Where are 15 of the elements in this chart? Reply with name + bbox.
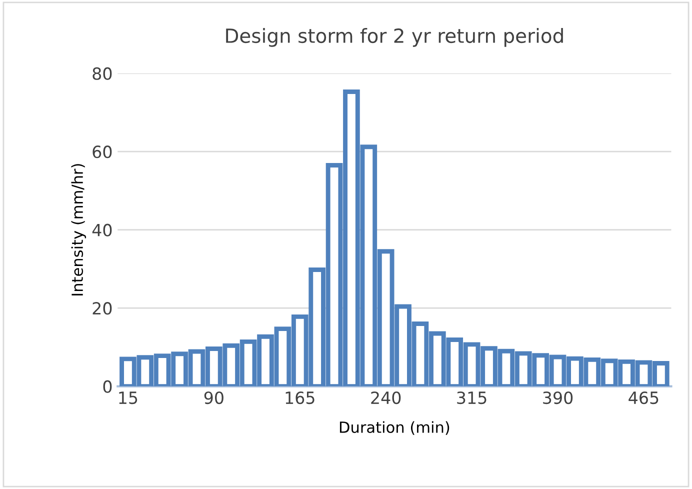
y-tick-label: 40 [92, 224, 112, 236]
y-axis-title: Intensity (mm/hr) [71, 164, 86, 296]
y-tick-label: 80 [92, 67, 112, 80]
x-tick-label: 15 [119, 392, 138, 404]
y-tick-label: 20 [92, 302, 112, 315]
x-tick-label: 465 [628, 391, 658, 404]
y-tick-label: 60 [92, 146, 112, 158]
x-axis-title: Duration (min) [340, 421, 450, 435]
x-tick-label: 90 [204, 391, 224, 404]
x-tick-label: 240 [371, 391, 401, 404]
x-tick-label: 390 [543, 391, 573, 404]
x-tick-label: 315 [457, 391, 486, 404]
chart-title: Design storm for 2 yr return period [226, 28, 563, 47]
x-tick-label: 165 [286, 391, 314, 404]
y-tick-label: 0 [103, 380, 112, 393]
